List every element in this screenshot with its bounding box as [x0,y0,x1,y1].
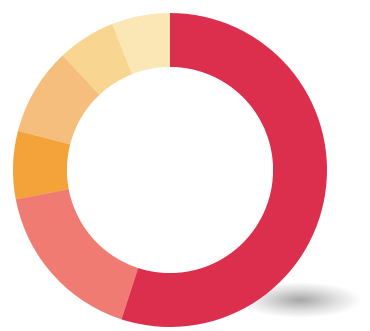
donut-slice-5 [62,24,133,95]
donut-slice-1 [121,13,327,328]
donut-hole [67,67,273,273]
donut-slice-6 [112,13,170,75]
donut-slice-2 [15,189,139,320]
donut-slice-3 [12,130,71,200]
donut-slices [12,13,327,328]
donut-slice-4 [17,55,100,145]
